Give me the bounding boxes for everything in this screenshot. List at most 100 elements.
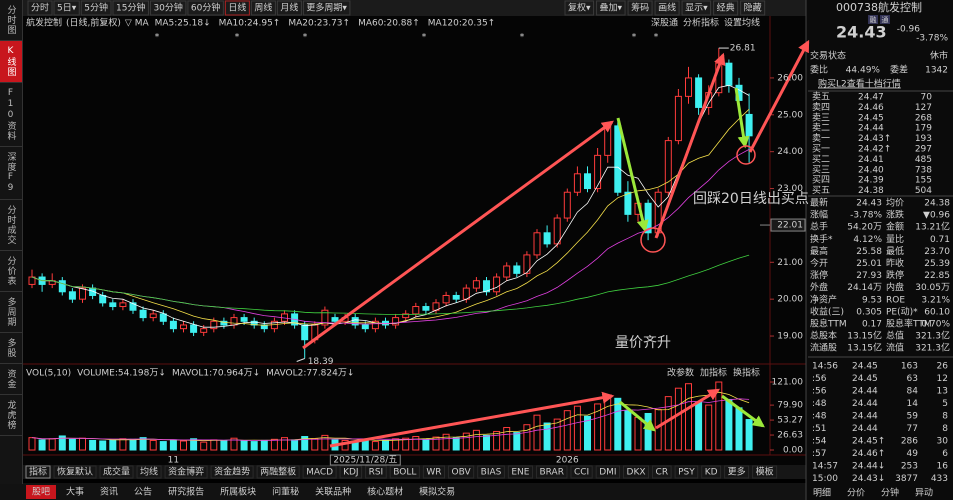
tick-price: 24.45 [852, 374, 878, 384]
period-button[interactable]: 更多周期▾ [306, 2, 347, 14]
tool-button[interactable]: 画线 [658, 2, 676, 14]
period-button[interactable]: 15分钟 [116, 2, 145, 14]
bottom-tab[interactable]: 模拟交易 [419, 486, 455, 498]
chart-link[interactable]: 设置均线 [724, 17, 760, 29]
indicator-tab[interactable]: BRAR [539, 468, 563, 478]
sidebar-tab[interactable]: 深度F9 [0, 147, 22, 200]
bottom-tab[interactable]: 公告 [134, 486, 152, 498]
sidebar-tab[interactable]: 分时图 [0, 0, 22, 41]
bottom-tab[interactable]: 所属板块 [220, 486, 256, 498]
indicator-tab[interactable]: RSI [369, 468, 384, 478]
indicator-tab[interactable]: ENE [511, 468, 529, 478]
tick-volume: 63 [907, 374, 918, 384]
sidebar-tab[interactable]: 分时成交 [0, 200, 22, 251]
sidebar-tab[interactable]: 龙虎榜 [0, 395, 22, 436]
indicator-tab[interactable]: WR [426, 468, 441, 478]
indicator-tab[interactable]: 均线 [140, 466, 158, 478]
indicator-tab[interactable]: 指标 [29, 466, 47, 478]
tool-button[interactable]: 显示▾ [685, 3, 708, 14]
candle-body [664, 140, 672, 193]
volume-bar [250, 441, 258, 451]
sidebar-tab[interactable]: 多股 [0, 333, 22, 364]
indicator-tab[interactable]: 资金博弈 [168, 466, 204, 478]
panel-tab[interactable]: 异动 [915, 488, 933, 499]
panel-tab[interactable]: 明细 [813, 487, 831, 499]
tool-button[interactable]: 叠加▾ [600, 3, 623, 14]
period-button[interactable]: 5分钟 [84, 2, 108, 14]
bottom-tab[interactable]: 核心题材 [367, 486, 403, 498]
stat-value: 9.53 [862, 295, 882, 305]
chart-link[interactable]: 深股通 [651, 18, 678, 29]
book-label: 买三 [812, 164, 830, 175]
indicator-tab[interactable]: 更多 [728, 466, 746, 478]
period-button[interactable]: 5日▾ [57, 3, 77, 14]
period-button[interactable]: 周线 [254, 2, 272, 14]
low-pointer [296, 358, 305, 362]
indicator-tab[interactable]: PSY [678, 468, 695, 478]
volume-link[interactable]: 加指标 [700, 367, 727, 379]
book-price: 24.38 [858, 186, 884, 196]
bottom-tab[interactable]: 资讯 [100, 487, 118, 498]
indicator-tab[interactable]: KD [705, 468, 718, 478]
period-button[interactable]: 30分钟 [153, 2, 182, 14]
book-label: 卖三 [812, 112, 830, 123]
period-button[interactable]: 月线 [280, 2, 298, 14]
panel-tab[interactable]: 分钟 [881, 487, 899, 499]
indicator-tab[interactable]: 两融整板 [260, 466, 296, 478]
tab-frame [99, 465, 134, 479]
period-button[interactable]: 日线 [228, 2, 246, 14]
arrow [748, 39, 810, 153]
stat-label: 流通股 [810, 342, 837, 354]
tool-button[interactable]: 经典 [717, 2, 735, 14]
bottom-tab[interactable]: 关联品种 [315, 486, 351, 498]
indicator-tab[interactable]: MACD [306, 468, 333, 478]
tool-button[interactable]: 复权▾ [568, 2, 591, 14]
bottom-tab[interactable]: 问董秘 [272, 486, 299, 498]
tab-frame [570, 465, 593, 479]
indicator-tab[interactable]: 成交量 [103, 466, 130, 478]
indicator-tab[interactable]: DKX [627, 468, 646, 478]
indicator-tab[interactable]: DMI [599, 468, 616, 478]
book-label: 卖四 [812, 102, 830, 113]
sidebar-tab[interactable]: F10资料 [0, 83, 22, 147]
book-label: 卖一 [812, 133, 830, 144]
volume-bar [392, 438, 400, 451]
indicator-tab[interactable]: BOLL [393, 468, 416, 478]
tick-count: 16 [937, 462, 949, 472]
ma-toggle[interactable]: ▽ MA [125, 19, 150, 29]
l2-link[interactable]: 购买L2查看十档行情 [818, 78, 901, 90]
indicator-tab[interactable]: OBV [452, 468, 472, 478]
indicator-tab[interactable]: CCI [574, 468, 589, 478]
volume-bar [210, 439, 218, 451]
volume-link[interactable]: 改参数 [667, 367, 694, 379]
indicator-tab[interactable]: KDJ [343, 468, 359, 478]
period-button[interactable]: 分时 [31, 2, 49, 14]
indicator-tab[interactable]: 资金趋势 [214, 466, 250, 478]
indicator-tab[interactable]: BIAS [481, 468, 502, 478]
chart-link[interactable]: 分析指标 [683, 17, 719, 29]
bottom-tab[interactable]: 研究报告 [168, 486, 204, 498]
indicator-tab[interactable]: 模板 [756, 466, 774, 478]
sidebar-tab[interactable]: 多周期 [0, 292, 22, 333]
candle-body [351, 317, 359, 326]
panel-tab[interactable]: 分价 [847, 488, 865, 499]
period-button[interactable]: 60分钟 [191, 2, 220, 14]
volume-bar [402, 437, 410, 451]
volume-bar [68, 438, 76, 451]
book-label: 买一 [812, 144, 830, 155]
tool-button[interactable]: 筹码 [631, 2, 649, 14]
stat-value: 13.15亿 [847, 342, 882, 354]
book-price: 24.46 [858, 103, 884, 113]
bottom-tab[interactable]: 股吧 [32, 487, 50, 498]
bottom-tab[interactable]: 大事 [66, 486, 84, 498]
volume-link[interactable]: 换指标 [733, 367, 760, 379]
indicator-tab[interactable]: 恢复默认 [57, 466, 93, 478]
volume-bar [705, 404, 713, 451]
indicator-tab[interactable]: CR [656, 468, 669, 478]
sidebar-tab[interactable]: K线图 [0, 41, 22, 83]
sidebar-tab[interactable]: 分价表 [0, 251, 22, 292]
stat-label: 量比 [886, 233, 904, 245]
sidebar-tab[interactable]: 资金 [0, 364, 22, 395]
stat-label: ROE [886, 295, 905, 305]
tool-button[interactable]: 隐藏 [744, 2, 762, 14]
